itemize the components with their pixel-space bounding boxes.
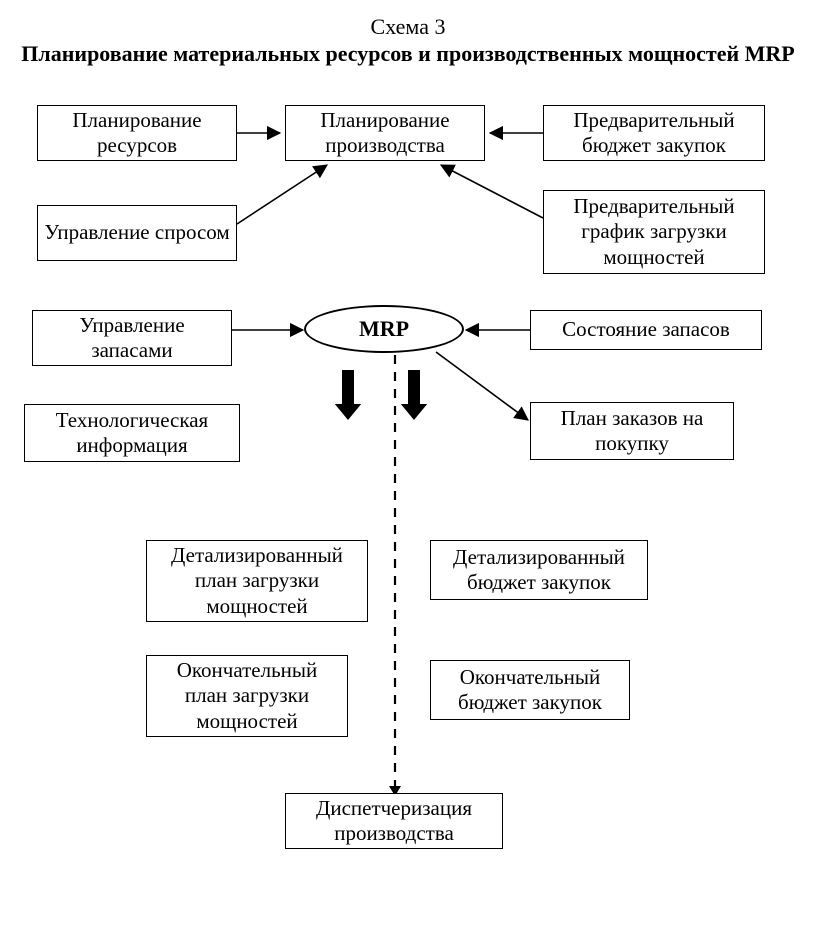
node-pre-budget: Предварительный бюджет закупок — [543, 105, 765, 161]
node-label: Детализированный бюджет закупок — [437, 545, 641, 595]
diagram-title: Планирование материальных ресурсов и про… — [0, 40, 816, 68]
node-label: Окончательный план загрузки мощностей — [153, 658, 341, 734]
node-plan-resources: Планирование ресурсов — [37, 105, 237, 161]
node-final-capacity: Окончательный план загрузки мощностей — [146, 655, 348, 737]
node-dispatch: Диспетчеризация производства — [285, 793, 503, 849]
node-label: План заказов на покупку — [537, 406, 727, 456]
node-label: Планирование ресурсов — [44, 108, 230, 158]
node-label: Детализированный план загрузки мощностей — [153, 543, 361, 619]
node-tech-info: Технологическая информация — [24, 404, 240, 462]
node-label: Управление спросом — [44, 220, 229, 245]
node-label: Технологическая информация — [31, 408, 233, 458]
node-final-budget: Окончательный бюджет закупок — [430, 660, 630, 720]
diagram-caption: Схема 3 — [0, 14, 816, 40]
node-detailed-capacity: Детализированный план загрузки мощностей — [146, 540, 368, 622]
node-label: Предварительный график загрузки мощносте… — [550, 194, 758, 270]
node-label: Планирование производства — [292, 108, 478, 158]
node-label: Диспетчеризация производства — [292, 796, 496, 846]
node-detailed-budget: Детализированный бюджет закупок — [430, 540, 648, 600]
node-inventory-management: Управление запасами — [32, 310, 232, 366]
node-label: Предварительный бюджет закупок — [550, 108, 758, 158]
node-label: MRP — [359, 316, 409, 342]
node-purchase-plan: План заказов на покупку — [530, 402, 734, 460]
node-label: Окончательный бюджет закупок — [437, 665, 623, 715]
node-demand-management: Управление спросом — [37, 205, 237, 261]
node-inventory-state: Состояние запасов — [530, 310, 762, 350]
node-pre-schedule: Предварительный график загрузки мощносте… — [543, 190, 765, 274]
node-mrp: MRP — [304, 305, 464, 353]
node-label: Состояние запасов — [562, 317, 730, 342]
node-plan-production: Планирование производства — [285, 105, 485, 161]
node-label: Управление запасами — [39, 313, 225, 363]
